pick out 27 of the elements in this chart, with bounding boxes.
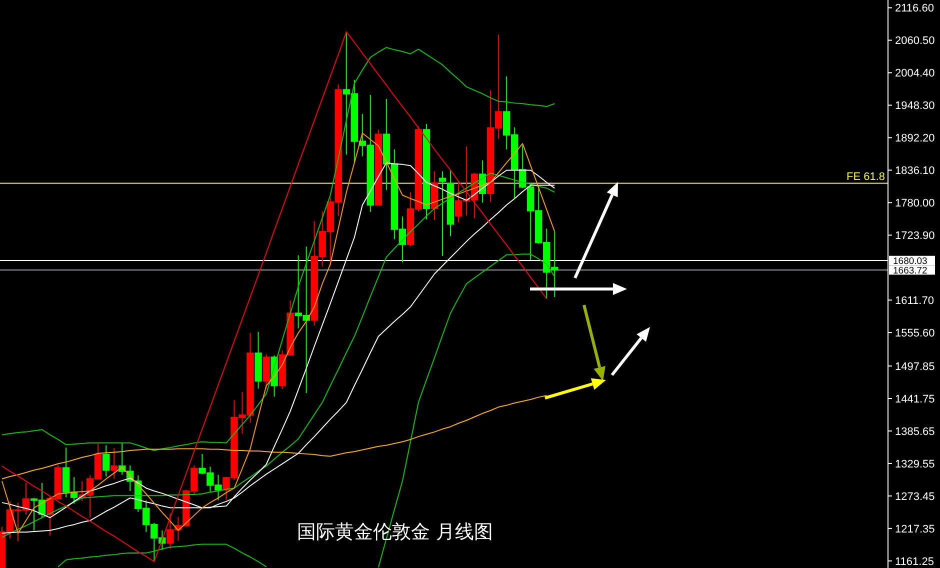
line-series bbox=[2, 394, 548, 480]
y-tick-label: 1555.60 bbox=[895, 327, 935, 340]
y-tick-label: 1836.10 bbox=[895, 165, 935, 178]
y-tick-label: 1611.70 bbox=[895, 294, 934, 307]
y-tick-label: 1329.55 bbox=[895, 458, 935, 470]
y-tick-label: 1780.00 bbox=[895, 198, 935, 210]
candlestick bbox=[110, 448, 118, 480]
y-tick-label: 2004.40 bbox=[895, 68, 935, 80]
ref-line-label: 1663.72 bbox=[893, 265, 928, 276]
y-tick-label: 2116.60 bbox=[895, 2, 934, 15]
ref-line-label: 1680.03 bbox=[893, 256, 928, 267]
y-tick-label: 1497.85 bbox=[895, 360, 935, 373]
y-tick-label: 1948.30 bbox=[895, 100, 935, 112]
y-tick-label: 1385.65 bbox=[895, 426, 935, 438]
candlestick bbox=[262, 354, 270, 390]
line-series bbox=[2, 31, 548, 562]
candlestick bbox=[438, 170, 446, 256]
y-tick-label: 2060.50 bbox=[895, 35, 935, 48]
y-tick-label: 1161.25 bbox=[895, 556, 934, 568]
y-tick-label: 1892.20 bbox=[895, 132, 935, 145]
y-tick-label: 1273.45 bbox=[895, 490, 935, 503]
ref-line-label: FE 61.8 bbox=[846, 171, 885, 184]
y-tick-label: 1217.35 bbox=[895, 523, 935, 536]
candlestick bbox=[102, 444, 110, 478]
y-tick-label: 1441.75 bbox=[895, 393, 935, 406]
y-tick-label: 1723.90 bbox=[895, 230, 935, 242]
line-series bbox=[2, 46, 556, 451]
